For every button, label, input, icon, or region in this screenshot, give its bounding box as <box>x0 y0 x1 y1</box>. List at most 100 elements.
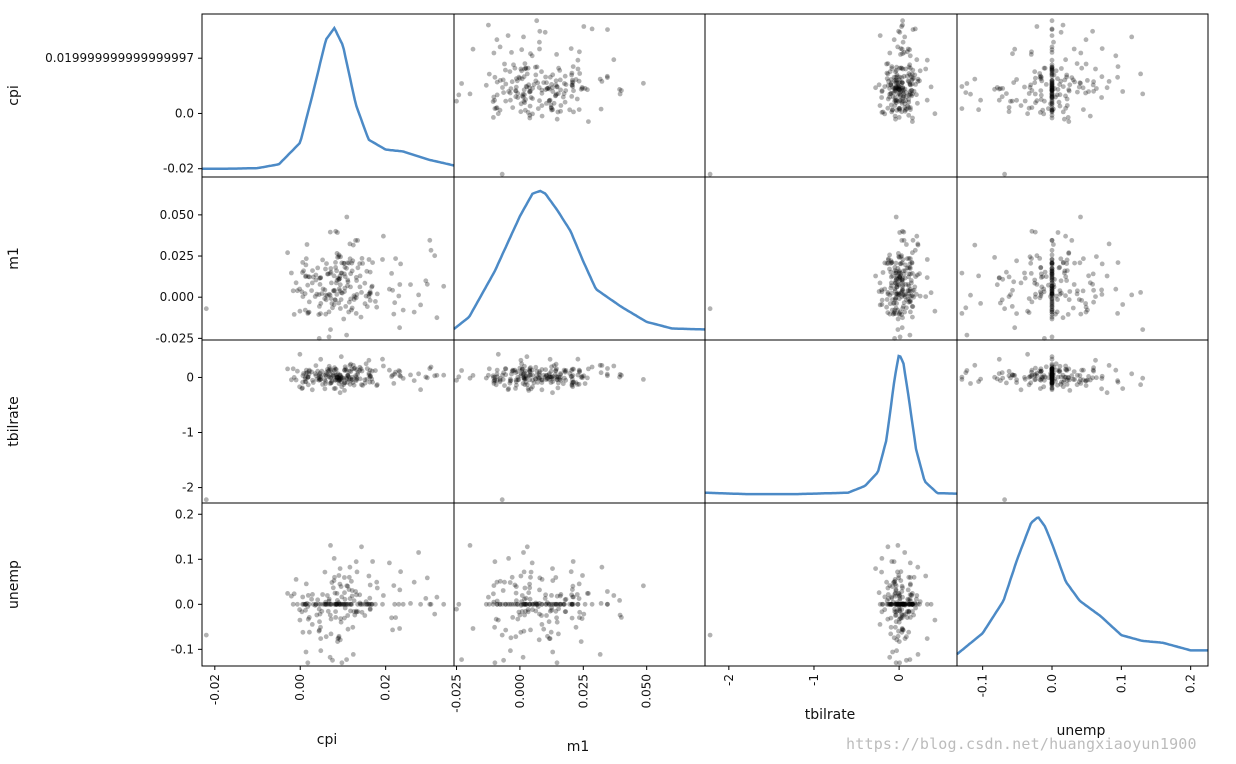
scatter-point <box>576 367 582 373</box>
x-axis-label: unemp <box>1057 723 1106 739</box>
scatter-point <box>527 112 533 118</box>
scatter-point <box>619 372 624 378</box>
scatter-point <box>501 657 506 663</box>
scatter-point <box>905 587 911 593</box>
scatter-point <box>911 574 917 580</box>
scatter-point <box>904 634 909 640</box>
scatter-point <box>320 372 326 378</box>
scatter-point <box>582 601 588 607</box>
scatter-point <box>902 101 908 107</box>
scatter-point <box>345 260 351 266</box>
scatter-point <box>1058 278 1064 284</box>
scatter-point <box>894 600 899 606</box>
scatter-point <box>522 61 528 66</box>
scatter-point <box>494 79 500 85</box>
scatter-point <box>887 311 893 317</box>
scatter-point <box>359 256 365 261</box>
scatter-point <box>1066 297 1072 303</box>
scatter-point <box>581 24 587 29</box>
scatter-point <box>1078 377 1083 382</box>
scatter-point <box>528 569 534 575</box>
scatter-point <box>1076 379 1082 385</box>
scatter-point <box>545 375 550 381</box>
scatter-point <box>1076 297 1082 302</box>
scatter-point <box>996 275 1002 281</box>
scatter-point <box>887 86 892 91</box>
scatter-point <box>544 613 549 618</box>
scatter-point <box>1069 75 1075 80</box>
scatter-point <box>490 99 496 104</box>
scatter-point <box>357 364 363 370</box>
scatter-point <box>900 51 905 57</box>
scatter-point <box>914 233 920 239</box>
scatter-point <box>1049 377 1055 382</box>
scatter-point <box>314 377 320 382</box>
scatter-point <box>521 34 526 40</box>
scatter-point <box>562 368 568 374</box>
scatter-point <box>301 268 306 274</box>
scatter-point <box>318 356 324 362</box>
scatter-point <box>522 100 527 106</box>
scatter-point <box>305 282 311 288</box>
scatter-point <box>539 69 544 75</box>
scatter-point <box>892 288 898 294</box>
scatter-point <box>641 80 646 86</box>
scatter-point <box>493 382 499 388</box>
scatter-point <box>1049 376 1055 382</box>
scatter-point <box>599 79 605 84</box>
scatter-point <box>900 292 906 298</box>
scatter-point <box>589 364 595 370</box>
scatter-point <box>381 233 386 239</box>
scatter-point <box>1002 497 1007 503</box>
scatter-point <box>888 601 894 607</box>
scatter-point <box>558 592 564 597</box>
scatter-point <box>907 332 913 338</box>
scatter-point <box>1062 377 1067 383</box>
scatter-point <box>349 366 355 372</box>
scatter-point <box>527 601 533 607</box>
scatter-point <box>1065 115 1071 120</box>
scatter-point <box>553 608 559 614</box>
scatter-point <box>605 75 610 80</box>
scatter-point <box>1049 66 1055 72</box>
scatter-point <box>303 273 309 279</box>
x-tick-label: -0.1 <box>976 674 990 697</box>
scatter-point <box>530 372 535 378</box>
scatter-point <box>364 376 370 382</box>
scatter-point <box>887 50 893 56</box>
scatter-point <box>1041 373 1047 379</box>
scatter-point <box>909 87 914 93</box>
scatter-point <box>1053 293 1059 299</box>
scatter-point <box>353 608 359 614</box>
scatter-point <box>508 376 513 382</box>
scatter-point <box>880 270 886 275</box>
scatter-point <box>1049 77 1055 83</box>
scatter-point <box>550 578 556 583</box>
scatter-point <box>1090 28 1095 34</box>
scatter-point <box>554 375 560 380</box>
scatter-point <box>320 592 325 597</box>
scatter-point <box>992 255 997 260</box>
scatter-point <box>345 380 350 385</box>
scatter-point <box>535 601 541 607</box>
scatter-point <box>521 628 527 634</box>
scatter-point <box>360 383 365 388</box>
scatter-point <box>902 34 908 40</box>
scatter-point <box>604 601 610 607</box>
scatter-point <box>300 594 306 600</box>
scatter-point <box>898 578 904 583</box>
scatter-point <box>1049 272 1055 278</box>
scatter-point <box>512 367 518 373</box>
scatter-point <box>1049 89 1055 94</box>
scatter-point <box>339 290 345 296</box>
scatter-point <box>910 71 915 77</box>
scatter-point <box>537 372 542 378</box>
scatter-point <box>924 275 930 280</box>
scatter-point <box>503 366 508 371</box>
scatter-point <box>890 297 895 302</box>
scatter-point <box>560 381 566 387</box>
scatter-point <box>1009 372 1015 378</box>
panel-tbilrate-vs-cpi <box>201 339 455 504</box>
scatter-point <box>1049 374 1055 380</box>
scatter-point <box>900 88 905 93</box>
